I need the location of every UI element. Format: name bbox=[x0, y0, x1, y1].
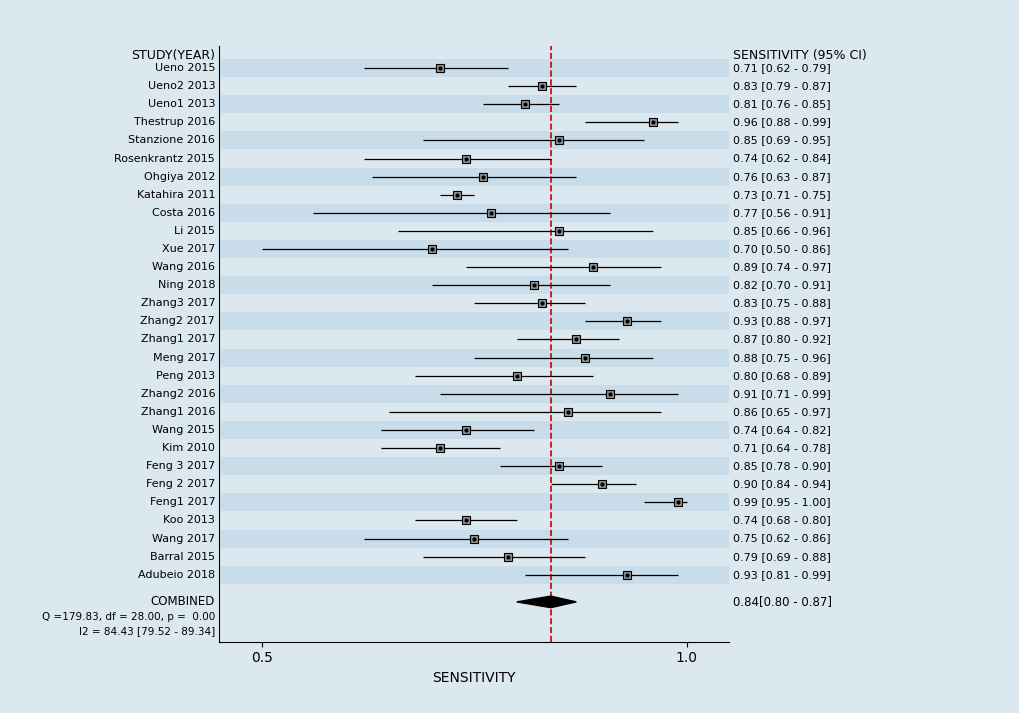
Text: 0.70 [0.50 - 0.86]: 0.70 [0.50 - 0.86] bbox=[733, 244, 830, 254]
Text: Ueno2 2013: Ueno2 2013 bbox=[148, 81, 215, 91]
Text: Kim 2010: Kim 2010 bbox=[162, 443, 215, 453]
Bar bbox=[219, 385, 729, 403]
Text: Stanzione 2016: Stanzione 2016 bbox=[128, 135, 215, 145]
Text: 0.74 [0.64 - 0.82]: 0.74 [0.64 - 0.82] bbox=[733, 425, 830, 435]
Text: 0.89 [0.74 - 0.97]: 0.89 [0.74 - 0.97] bbox=[733, 262, 830, 272]
Text: Ueno1 2013: Ueno1 2013 bbox=[148, 99, 215, 109]
Text: 0.99 [0.95 - 1.00]: 0.99 [0.95 - 1.00] bbox=[733, 498, 830, 508]
Text: Q =179.83, df = 28.00, p =  0.00: Q =179.83, df = 28.00, p = 0.00 bbox=[42, 612, 215, 622]
Text: Zhang3 2017: Zhang3 2017 bbox=[141, 298, 215, 308]
Text: Thestrup 2016: Thestrup 2016 bbox=[133, 118, 215, 128]
Text: 0.80 [0.68 - 0.89]: 0.80 [0.68 - 0.89] bbox=[733, 371, 830, 381]
Text: 0.76 [0.63 - 0.87]: 0.76 [0.63 - 0.87] bbox=[733, 172, 830, 182]
Text: 0.85 [0.66 - 0.96]: 0.85 [0.66 - 0.96] bbox=[733, 226, 830, 236]
Text: 0.96 [0.88 - 0.99]: 0.96 [0.88 - 0.99] bbox=[733, 118, 830, 128]
Bar bbox=[219, 185, 729, 204]
Text: 0.83 [0.79 - 0.87]: 0.83 [0.79 - 0.87] bbox=[733, 81, 830, 91]
Text: COMBINED: COMBINED bbox=[151, 595, 215, 608]
Bar bbox=[219, 276, 729, 294]
Text: Ning 2018: Ning 2018 bbox=[158, 280, 215, 290]
Bar bbox=[219, 150, 729, 168]
Text: Adubeio 2018: Adubeio 2018 bbox=[138, 570, 215, 580]
Text: 0.85 [0.69 - 0.95]: 0.85 [0.69 - 0.95] bbox=[733, 135, 830, 145]
Bar bbox=[219, 349, 729, 366]
Bar bbox=[219, 530, 729, 548]
Text: Xue 2017: Xue 2017 bbox=[162, 244, 215, 254]
Text: Zhang2 2016: Zhang2 2016 bbox=[141, 389, 215, 399]
Text: 0.82 [0.70 - 0.91]: 0.82 [0.70 - 0.91] bbox=[733, 280, 830, 290]
Text: Koo 2013: Koo 2013 bbox=[163, 515, 215, 525]
Bar bbox=[219, 439, 729, 457]
Bar bbox=[219, 403, 729, 421]
Text: 0.84[0.80 - 0.87]: 0.84[0.80 - 0.87] bbox=[733, 595, 832, 608]
Text: 0.93 [0.88 - 0.97]: 0.93 [0.88 - 0.97] bbox=[733, 317, 830, 327]
Text: Feng 3 2017: Feng 3 2017 bbox=[146, 461, 215, 471]
Text: Wang 2015: Wang 2015 bbox=[152, 425, 215, 435]
Text: 0.85 [0.78 - 0.90]: 0.85 [0.78 - 0.90] bbox=[733, 461, 830, 471]
Bar bbox=[219, 312, 729, 330]
Bar bbox=[219, 457, 729, 476]
Text: Li 2015: Li 2015 bbox=[174, 226, 215, 236]
Text: 0.71 [0.64 - 0.78]: 0.71 [0.64 - 0.78] bbox=[733, 443, 830, 453]
Bar bbox=[219, 493, 729, 511]
Text: Meng 2017: Meng 2017 bbox=[153, 353, 215, 363]
Text: Ohgiya 2012: Ohgiya 2012 bbox=[144, 172, 215, 182]
Bar bbox=[219, 366, 729, 385]
Bar bbox=[219, 593, 729, 611]
Text: Rosenkrantz 2015: Rosenkrantz 2015 bbox=[114, 153, 215, 163]
Text: 0.87 [0.80 - 0.92]: 0.87 [0.80 - 0.92] bbox=[733, 334, 830, 344]
Bar bbox=[219, 131, 729, 150]
Text: Peng 2013: Peng 2013 bbox=[156, 371, 215, 381]
Text: 0.93 [0.81 - 0.99]: 0.93 [0.81 - 0.99] bbox=[733, 570, 830, 580]
Text: 0.77 [0.56 - 0.91]: 0.77 [0.56 - 0.91] bbox=[733, 207, 830, 218]
Bar bbox=[219, 565, 729, 584]
Text: Zhang2 2017: Zhang2 2017 bbox=[141, 317, 215, 327]
Bar bbox=[219, 113, 729, 131]
Text: 0.91 [0.71 - 0.99]: 0.91 [0.71 - 0.99] bbox=[733, 389, 830, 399]
Bar bbox=[219, 548, 729, 565]
Text: STUDY(YEAR): STUDY(YEAR) bbox=[131, 49, 215, 62]
Bar bbox=[219, 511, 729, 530]
Text: 0.88 [0.75 - 0.96]: 0.88 [0.75 - 0.96] bbox=[733, 353, 830, 363]
Text: 0.90 [0.84 - 0.94]: 0.90 [0.84 - 0.94] bbox=[733, 479, 830, 489]
Text: 0.86 [0.65 - 0.97]: 0.86 [0.65 - 0.97] bbox=[733, 407, 830, 417]
Bar bbox=[219, 77, 729, 96]
Text: Wang 2017: Wang 2017 bbox=[152, 533, 215, 543]
Bar bbox=[219, 222, 729, 240]
X-axis label: SENSITIVITY: SENSITIVITY bbox=[432, 671, 516, 685]
Text: 0.71 [0.62 - 0.79]: 0.71 [0.62 - 0.79] bbox=[733, 63, 830, 73]
Bar bbox=[219, 96, 729, 113]
Text: SENSITIVITY (95% CI): SENSITIVITY (95% CI) bbox=[733, 49, 866, 62]
Text: Barral 2015: Barral 2015 bbox=[150, 552, 215, 562]
Text: Zhang1 2017: Zhang1 2017 bbox=[141, 334, 215, 344]
Text: I2 = 84.43 [79.52 - 89.34]: I2 = 84.43 [79.52 - 89.34] bbox=[78, 626, 215, 636]
Bar bbox=[219, 59, 729, 77]
Text: Zhang1 2016: Zhang1 2016 bbox=[141, 407, 215, 417]
Text: 0.75 [0.62 - 0.86]: 0.75 [0.62 - 0.86] bbox=[733, 533, 830, 543]
Bar bbox=[219, 476, 729, 493]
Text: Wang 2016: Wang 2016 bbox=[152, 262, 215, 272]
Text: Costa 2016: Costa 2016 bbox=[152, 207, 215, 218]
Bar bbox=[219, 168, 729, 185]
Bar bbox=[219, 204, 729, 222]
Text: 0.73 [0.71 - 0.75]: 0.73 [0.71 - 0.75] bbox=[733, 190, 830, 200]
Text: 0.83 [0.75 - 0.88]: 0.83 [0.75 - 0.88] bbox=[733, 298, 830, 308]
Bar bbox=[219, 258, 729, 276]
Bar bbox=[219, 294, 729, 312]
Bar bbox=[219, 240, 729, 258]
Text: Feng 2 2017: Feng 2 2017 bbox=[146, 479, 215, 489]
Bar bbox=[219, 330, 729, 349]
Text: Feng1 2017: Feng1 2017 bbox=[150, 498, 215, 508]
Text: Katahira 2011: Katahira 2011 bbox=[137, 190, 215, 200]
Text: 0.74 [0.62 - 0.84]: 0.74 [0.62 - 0.84] bbox=[733, 153, 830, 163]
Text: 0.79 [0.69 - 0.88]: 0.79 [0.69 - 0.88] bbox=[733, 552, 830, 562]
Text: 0.74 [0.68 - 0.80]: 0.74 [0.68 - 0.80] bbox=[733, 515, 830, 525]
Text: Ueno 2015: Ueno 2015 bbox=[155, 63, 215, 73]
Polygon shape bbox=[517, 596, 576, 607]
Bar bbox=[219, 421, 729, 439]
Text: 0.81 [0.76 - 0.85]: 0.81 [0.76 - 0.85] bbox=[733, 99, 830, 109]
